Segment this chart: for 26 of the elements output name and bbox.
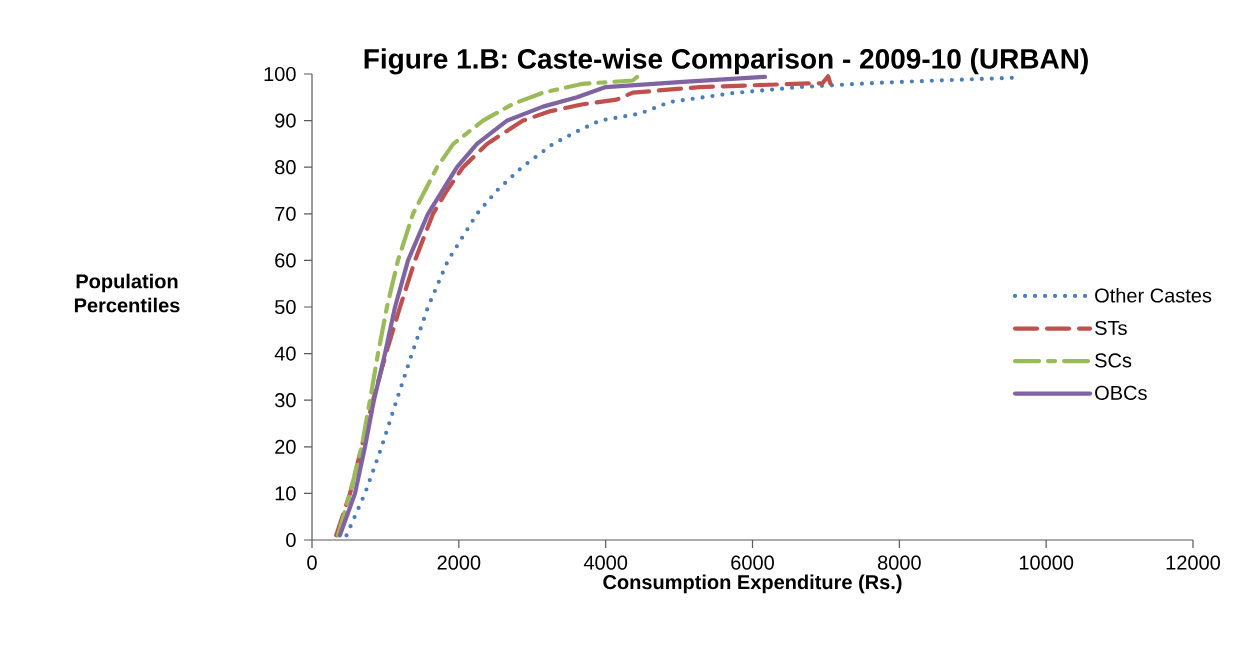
x-tick-label: 6000 — [731, 555, 774, 570]
y-tick-label: 0 — [286, 532, 296, 548]
x-tick-label: 4000 — [583, 555, 628, 570]
legend-label: SCs — [1095, 353, 1132, 368]
chart-title: Figure 1.B: Caste-wise Comparison - 2009-10 (URBAN) — [364, 48, 1088, 75]
y-tick-label: 40 — [274, 346, 296, 361]
y-tick-label: 60 — [275, 253, 296, 268]
y-tick-label: 10 — [275, 486, 296, 501]
x-tick-label: 0 — [307, 555, 317, 570]
x-axis-title: Consumption Expenditure (Rs.) — [603, 574, 902, 594]
legend-label: OBCs — [1095, 385, 1147, 400]
y-tick-label: 80 — [275, 160, 296, 175]
x-tick-label: 10000 — [1019, 555, 1074, 570]
line-series — [335, 74, 640, 538]
x-tick-label: 2000 — [437, 555, 481, 570]
y-tick-label: 90 — [275, 113, 296, 128]
x-tick-label: 8000 — [877, 555, 921, 570]
y-tick-label: 20 — [275, 439, 296, 454]
y-tick-label: 70 — [275, 206, 296, 221]
y-tick-label: 30 — [274, 393, 296, 408]
legend-label: STs — [1095, 320, 1127, 336]
y-axis-title: Population Percentiles — [74, 273, 180, 313]
legend-label: Other Castes — [1095, 287, 1212, 303]
y-tick-label: 50 — [275, 299, 296, 315]
y-tick-label: 100 — [264, 66, 296, 82]
x-tick-label: 12000 — [1166, 555, 1221, 570]
